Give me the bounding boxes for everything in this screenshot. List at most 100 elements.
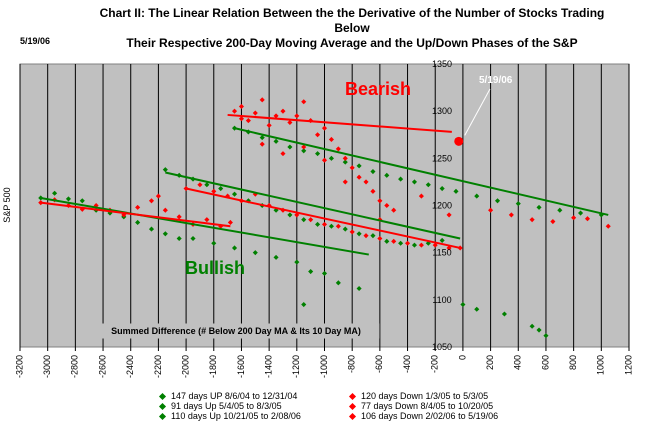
x-tick-label: -1000: [319, 355, 329, 378]
trend-line: [234, 127, 609, 216]
x-tick-label: -2400: [125, 355, 135, 378]
data-point: [259, 141, 265, 147]
data-point: [148, 226, 155, 232]
x-tick-label: -2200: [153, 355, 163, 378]
chart-title: Chart II: The Linear Relation Between th…: [92, 6, 612, 51]
grid-lines: [19, 64, 630, 347]
x-tick-label: -2600: [97, 355, 107, 378]
data-point: [218, 185, 224, 192]
current-point-callout-line: [464, 88, 491, 136]
data-point: [65, 196, 71, 202]
data-point: [356, 231, 362, 237]
data-point: [474, 193, 480, 199]
bullish-label: Bullish: [185, 258, 245, 278]
x-tick-label: -1600: [236, 355, 246, 378]
data-point: [227, 219, 233, 226]
data-point: [543, 333, 549, 339]
data-point: [536, 204, 542, 210]
x-tick-label: 1000: [596, 355, 606, 375]
data-point: [342, 179, 348, 185]
legend-item: 147 days UP 8/6/04 to 12/31/04: [158, 391, 350, 401]
y-tick-label: 1150: [432, 248, 451, 258]
x-tick-label: 0: [457, 355, 467, 360]
data-point: [321, 270, 328, 276]
trend-line: [165, 171, 461, 240]
data-point: [162, 167, 168, 173]
data-point: [197, 182, 203, 188]
data-point: [231, 245, 238, 251]
y-tick-label: 1300: [432, 106, 452, 116]
legend-label: 91 days Up 5/4/05 to 8/3/05: [171, 401, 282, 411]
data-point: [356, 163, 362, 169]
data-point: [176, 214, 182, 220]
data-point: [252, 250, 258, 256]
data-point: [398, 240, 404, 246]
data-point: [578, 210, 584, 216]
data-point: [474, 306, 480, 312]
data-point: [363, 233, 369, 239]
data-point: [204, 217, 210, 223]
date-label: 5/19/06: [20, 36, 51, 46]
data-point: [301, 217, 307, 223]
legend-marker-icon: [348, 413, 357, 421]
current-point-marker: [454, 136, 464, 146]
legend-marker-icon: [158, 413, 167, 421]
data-point: [204, 182, 210, 188]
data-point: [321, 125, 328, 131]
data-point: [356, 285, 362, 292]
y-axis-ticks: 1050 1100 1150 1200 1250 1300 1350: [432, 59, 452, 352]
legend-label: 147 days UP 8/6/04 to 12/31/04: [171, 391, 298, 401]
data-point: [356, 174, 362, 180]
data-point: [515, 201, 521, 207]
y-tick-label: 1350: [432, 59, 452, 69]
data-point: [273, 254, 279, 260]
data-point: [148, 198, 155, 204]
legend-item: 110 days Up 10/21/05 to 2/08/06: [158, 411, 350, 421]
data-point: [287, 119, 293, 126]
data-point: [529, 217, 535, 223]
data-point: [321, 157, 328, 163]
data-point: [273, 113, 279, 119]
data-point: [391, 207, 397, 213]
legend-item: 120 days Down 1/3/05 to 5/3/05: [348, 391, 540, 401]
data-point: [155, 193, 161, 199]
y-tick-label: 1250: [432, 153, 452, 163]
data-point: [494, 198, 501, 204]
x-tick-label: 1200: [623, 355, 633, 375]
data-point: [231, 191, 238, 197]
data-point: [501, 311, 507, 317]
legend-label: 77 days Down 8/4/05 to 10/20/05: [361, 401, 494, 411]
legend-item: 106 days Down 2/02/06 to 5/19/06: [348, 411, 540, 421]
legend-marker-icon: [348, 393, 357, 401]
x-tick-label: -600: [374, 355, 384, 373]
data-point: [162, 207, 168, 213]
trend-line: [185, 187, 461, 249]
x-tick-label: 400: [513, 355, 523, 370]
x-tick-label: -1200: [291, 355, 301, 378]
x-tick-label: -400: [402, 355, 412, 373]
data-point: [135, 204, 141, 210]
data-point: [370, 188, 376, 194]
y-tick-label: 1050: [432, 342, 452, 352]
x-tick-label: -3000: [42, 355, 52, 378]
data-point: [335, 280, 341, 286]
data-point: [135, 219, 141, 226]
legend-marker-icon: [158, 403, 167, 411]
legend-column-up: 147 days UP 8/6/04 to 12/31/04 91 days Up…: [158, 391, 350, 421]
data-point: [308, 268, 314, 275]
chart-title-line2: Their Respective 200-Day Moving Average …: [126, 36, 578, 50]
legend-label: 120 days Down 1/3/05 to 5/3/05: [361, 391, 489, 401]
data-point: [411, 179, 418, 185]
data-point: [557, 207, 563, 213]
x-tick-label: -800: [347, 355, 357, 373]
x-tick-label: 800: [568, 355, 578, 370]
legend-item: 91 days Up 5/4/05 to 8/3/05: [158, 401, 350, 411]
x-axis-ticks: -3200 -3000 -2800 -2600 -2400 -2200 -2000 -1800…: [14, 347, 633, 378]
x-tick-label: -1800: [208, 355, 218, 378]
x-tick-label: 600: [540, 355, 550, 370]
y-tick-label: 1100: [432, 295, 451, 305]
trend-line: [40, 196, 369, 256]
trend-line: [227, 113, 452, 133]
y-tick-label: 1200: [432, 201, 452, 211]
